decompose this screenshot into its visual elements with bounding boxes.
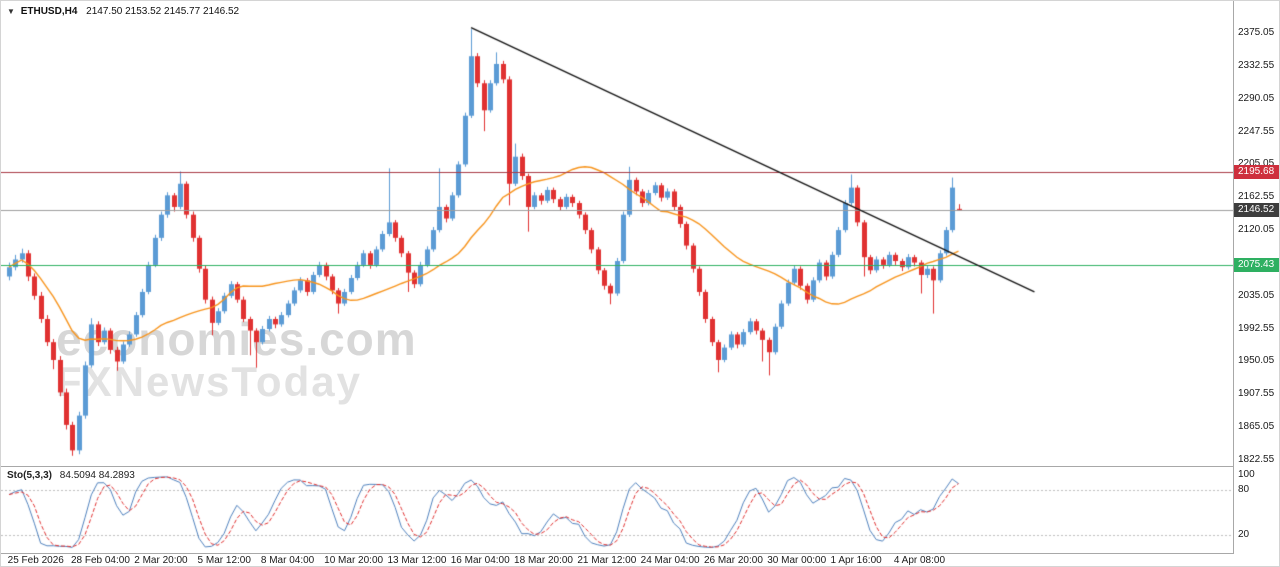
time-tick-label: 18 Mar 20:00 (514, 555, 573, 566)
time-tick-label: 24 Mar 04:00 (640, 555, 700, 566)
price-tick-label: 2247.55 (1238, 125, 1275, 137)
indicator-header: Sto(5,3,3) 84.5094 84.2893 (7, 470, 135, 481)
chart-header: ▼ ETHUSD,H4 2147.50 2153.52 2145.77 2146… (7, 6, 239, 17)
stochastic-values: 84.5094 84.2893 (59, 470, 135, 481)
price-tick-label: 1822.55 (1238, 453, 1275, 465)
time-tick-label: 10 Mar 20:00 (324, 555, 384, 566)
price-axis[interactable]: 1822.55 1865.05 1907.55 1950.05 1992.55 2035.… (1234, 1, 1279, 554)
sto-tick-label: 80 (1238, 484, 1250, 495)
price-tick-label: 2162.55 (1238, 191, 1275, 203)
symbol-timeframe-label: ETHUSD,H4 (20, 6, 78, 17)
time-tick-label: 26 Mar 20:00 (703, 555, 763, 566)
time-tick-label: 5 Mar 12:00 (197, 555, 251, 566)
time-tick-label: 4 Apr 08:00 (893, 555, 946, 566)
time-tick-label: 30 Mar 00:00 (767, 555, 827, 566)
price-tick-label: 2332.55 (1238, 59, 1275, 71)
stochastic-indicator-label: Sto(5,3,3) (7, 470, 53, 481)
resistance-price-badge: 2195.68 (1234, 164, 1279, 179)
price-tick-label: 2205.05 (1234, 158, 1279, 170)
price-tick-label: 2290.05 (1238, 92, 1275, 104)
price-tick-label: 2120.05 (1238, 224, 1275, 236)
time-tick-label: 25 Feb 2026 (7, 555, 64, 566)
time-tick-label: 16 Mar 04:00 (450, 555, 510, 566)
price-tick-label: 2375.05 (1238, 27, 1275, 38)
support-price-badge: 2075.43 (1234, 257, 1279, 272)
price-tick-label: 1992.55 (1238, 322, 1275, 334)
time-tick-label: 21 Mar 12:00 (577, 555, 637, 566)
time-axis[interactable]: 25 Feb 2026 28 Feb 04:00 2 Mar 20:00 5 Mar … (1, 554, 1279, 566)
time-tick-label: 13 Mar 12:00 (387, 555, 447, 566)
ohlc-readout: 2147.50 2153.52 2145.77 2146.52 (86, 6, 240, 17)
axis-separator (1233, 1, 1234, 554)
time-tick-label: 28 Feb 04:00 (70, 555, 130, 566)
price-tick-label: 2035.05 (1238, 289, 1275, 301)
price-tick-label: 1865.05 (1238, 421, 1275, 433)
time-tick-label: 2 Mar 20:00 (134, 555, 188, 566)
current-price-badge: 2146.52 (1234, 202, 1279, 217)
sto-tick-label: 100 (1238, 469, 1255, 480)
price-tick-label: 1907.55 (1238, 388, 1275, 400)
price-tick-label: 1950.05 (1238, 355, 1275, 367)
time-tick-label: 1 Apr 16:00 (830, 555, 882, 566)
chevron-down-icon[interactable]: ▼ (7, 7, 15, 16)
time-tick-label: 8 Mar 04:00 (260, 555, 315, 566)
pane-separator-bottom[interactable] (1, 553, 1279, 554)
pane-separator-top[interactable] (1, 466, 1279, 467)
sto-tick-label: 20 (1238, 529, 1250, 540)
